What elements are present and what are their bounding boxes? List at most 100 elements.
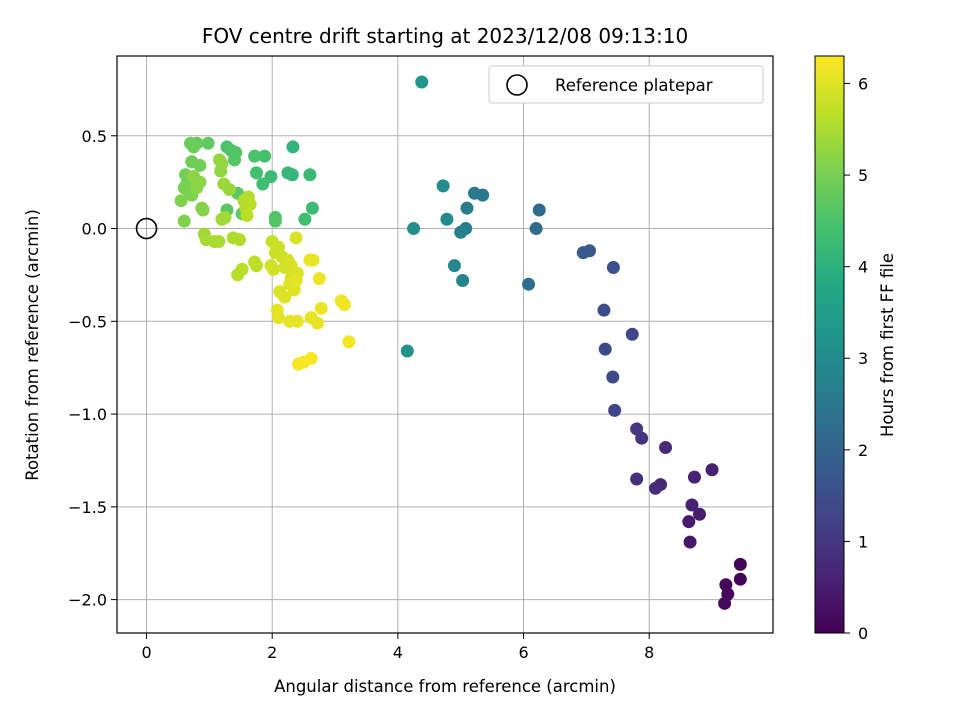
- data-point: [436, 179, 450, 193]
- data-point: [266, 262, 280, 276]
- colorbar-tick-label: 6: [858, 74, 868, 93]
- data-point: [718, 596, 732, 610]
- data-point: [342, 335, 356, 349]
- y-tick-label: −2.0: [68, 591, 107, 610]
- data-point: [733, 557, 747, 571]
- data-point: [235, 262, 249, 276]
- data-point: [415, 75, 429, 89]
- data-point: [298, 212, 312, 226]
- data-point: [256, 177, 270, 191]
- data-point: [606, 370, 620, 384]
- plot-frame: [116, 55, 774, 634]
- data-point: [243, 197, 257, 211]
- data-point: [271, 311, 285, 325]
- data-point: [217, 177, 231, 191]
- data-point: [289, 273, 303, 287]
- data-point: [705, 463, 719, 477]
- colorbar-tick-label: 5: [858, 166, 868, 185]
- colorbar-tick-label: 3: [858, 349, 868, 368]
- y-axis-label: Rotation from reference (arcmin): [23, 209, 42, 481]
- data-point: [289, 231, 303, 245]
- data-point: [685, 498, 699, 512]
- chart-title: FOV centre drift starting at 2023/12/08 …: [202, 24, 688, 48]
- data-point: [532, 203, 546, 217]
- x-tick-label: 4: [393, 643, 403, 662]
- data-point: [286, 140, 300, 154]
- data-point: [576, 246, 590, 260]
- data-point: [215, 212, 229, 226]
- colorbar-ticks: 0 1 2 3 4 5 6: [844, 74, 868, 643]
- data-point: [659, 440, 673, 454]
- data-point: [285, 168, 299, 182]
- data-point: [337, 298, 351, 312]
- data-point: [440, 212, 454, 226]
- grid: [117, 56, 773, 633]
- legend: Reference platepar: [488, 65, 764, 104]
- data-point: [306, 253, 320, 267]
- data-point: [598, 342, 612, 356]
- data-point: [683, 535, 697, 549]
- data-point: [193, 158, 207, 172]
- x-tick-label: 8: [644, 643, 654, 662]
- colorbar-gradient: [814, 55, 845, 634]
- data-point: [303, 168, 317, 182]
- colorbar-tick-label: 0: [858, 624, 868, 643]
- data-point: [212, 235, 226, 249]
- y-tick-label: 0.0: [82, 220, 107, 239]
- data-point: [248, 149, 262, 163]
- reference-marker: [135, 217, 158, 240]
- data-point: [625, 327, 639, 341]
- data-point: [407, 222, 421, 236]
- y-tick-label: −1.0: [68, 405, 107, 424]
- colorbar-tick-label: 4: [858, 258, 868, 277]
- colorbar-tick-label: 1: [858, 532, 868, 551]
- data-point: [529, 222, 543, 236]
- data-point: [682, 515, 696, 529]
- data-point: [630, 472, 644, 486]
- data-point: [648, 481, 662, 495]
- x-axis-label: Angular distance from reference (arcmin): [274, 677, 616, 696]
- data-point: [249, 166, 263, 180]
- data-point: [228, 153, 242, 167]
- x-tick-label: 6: [518, 643, 528, 662]
- data-point: [196, 203, 210, 217]
- data-point: [233, 233, 247, 247]
- data-point: [733, 572, 747, 586]
- data-point: [630, 422, 644, 436]
- data-point: [606, 261, 620, 275]
- data-point: [305, 201, 319, 215]
- data-point: [240, 209, 254, 223]
- data-point: [290, 314, 304, 328]
- data-point: [310, 316, 324, 330]
- points-layer: [174, 75, 747, 610]
- data-point: [400, 344, 414, 358]
- data-point: [460, 201, 474, 215]
- data-point: [248, 255, 262, 269]
- data-point: [456, 273, 470, 287]
- data-point: [692, 507, 706, 521]
- data-point: [597, 303, 611, 317]
- data-point: [304, 351, 318, 365]
- legend-box: [488, 65, 764, 104]
- colorbar: 0 1 2 3 4 5 6 Hours from first FF file: [814, 55, 897, 643]
- x-tick-label: 0: [141, 643, 151, 662]
- data-point: [468, 186, 482, 200]
- data-point: [187, 170, 201, 184]
- y-tick-label: 0.5: [82, 127, 107, 146]
- data-point: [312, 272, 326, 286]
- data-point: [608, 403, 622, 417]
- data-point: [687, 470, 701, 484]
- data-point: [278, 290, 292, 304]
- data-point: [187, 140, 201, 154]
- data-point: [212, 153, 226, 167]
- x-tick-label: 2: [267, 643, 277, 662]
- data-point: [314, 301, 328, 315]
- data-point: [174, 194, 188, 208]
- data-point: [454, 225, 468, 239]
- x-axis: 0 2 4 6 8: [141, 633, 654, 662]
- colorbar-label: Hours from first FF file: [878, 253, 897, 437]
- data-point: [447, 259, 461, 273]
- y-tick-label: −1.5: [68, 498, 107, 517]
- y-axis: −2.0 −1.5 −1.0 −0.5 0.0 0.5: [68, 127, 117, 610]
